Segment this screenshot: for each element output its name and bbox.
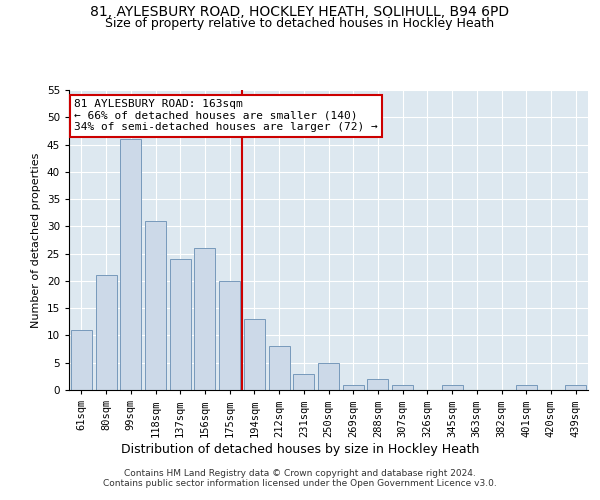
Bar [145,221,166,390]
Bar [318,362,339,390]
Bar [170,259,191,390]
Text: Distribution of detached houses by size in Hockley Heath: Distribution of detached houses by size … [121,442,479,456]
Bar [194,248,215,390]
Bar [71,330,92,390]
Bar [442,384,463,390]
Bar [565,384,586,390]
Text: 81, AYLESBURY ROAD, HOCKLEY HEATH, SOLIHULL, B94 6PD: 81, AYLESBURY ROAD, HOCKLEY HEATH, SOLIH… [91,5,509,19]
Bar [120,139,141,390]
Bar [293,374,314,390]
Y-axis label: Number of detached properties: Number of detached properties [31,152,41,328]
Bar [244,319,265,390]
Text: 81 AYLESBURY ROAD: 163sqm
← 66% of detached houses are smaller (140)
34% of semi: 81 AYLESBURY ROAD: 163sqm ← 66% of detac… [74,99,378,132]
Bar [367,379,388,390]
Bar [516,384,537,390]
Bar [343,384,364,390]
Bar [95,276,116,390]
Bar [269,346,290,390]
Text: Contains public sector information licensed under the Open Government Licence v3: Contains public sector information licen… [103,478,497,488]
Bar [219,281,240,390]
Text: Contains HM Land Registry data © Crown copyright and database right 2024.: Contains HM Land Registry data © Crown c… [124,468,476,477]
Text: Size of property relative to detached houses in Hockley Heath: Size of property relative to detached ho… [106,18,494,30]
Bar [392,384,413,390]
